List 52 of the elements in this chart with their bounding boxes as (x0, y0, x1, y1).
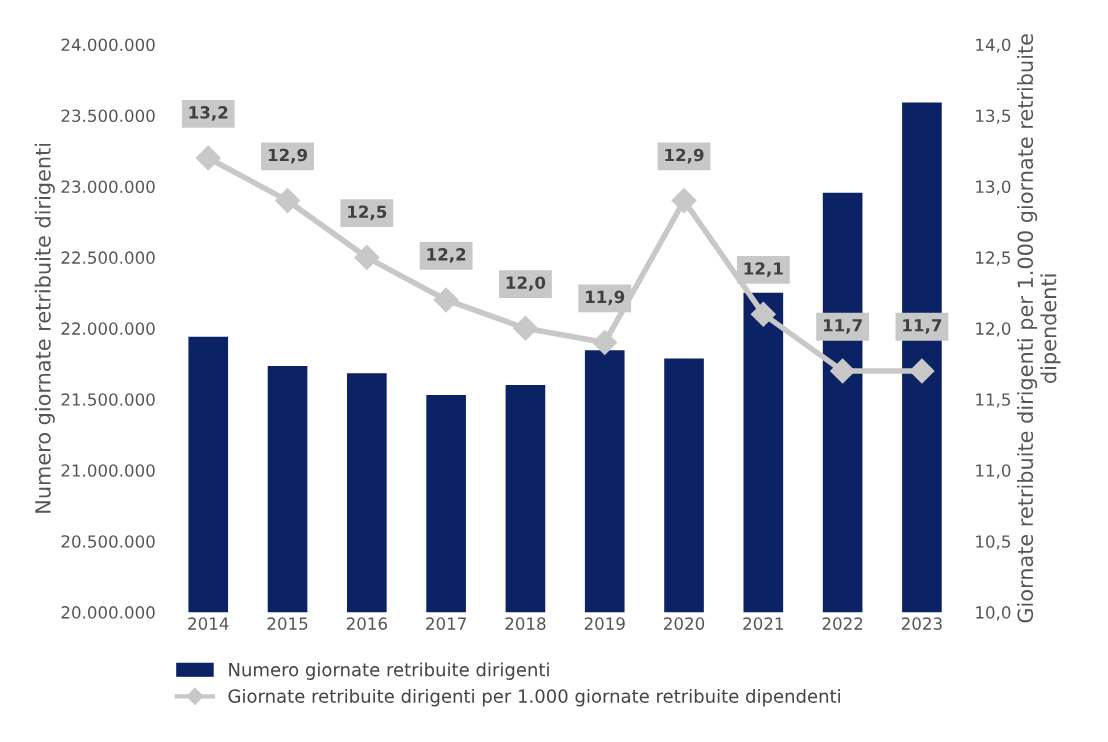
y2-tick-label: 14,0 (976, 38, 1011, 53)
y-tick-label: 24.000.000 (61, 38, 155, 52)
x-tick-label: 2019 (584, 617, 625, 630)
point (592, 330, 618, 356)
data-label: 13,2 (189, 106, 228, 121)
data-label: 11,7 (903, 319, 942, 334)
point (750, 301, 776, 327)
y2-tick-label: 12,0 (976, 322, 1011, 337)
data-label: 11,9 (586, 290, 625, 306)
x-tick-label: 2020 (664, 617, 705, 630)
y-tick-label: 21.000.000 (61, 464, 155, 477)
data-label: 12,9 (268, 148, 308, 164)
point (671, 188, 697, 214)
x-tick-label: 2017 (426, 617, 466, 630)
legend-label: Giornate retribuite dirigenti per 1.000 giornate retribuite dipendenti (228, 688, 840, 707)
point (275, 188, 301, 214)
x-tick-label: 2015 (267, 617, 308, 630)
data-label: 12,9 (665, 148, 704, 164)
data-label: 11,7 (823, 319, 862, 334)
y-tick-label: 22.000.000 (61, 322, 155, 335)
point (195, 145, 221, 171)
y2-tick-label: 13,0 (976, 180, 1011, 195)
y-tick-label: 22.500.000 (61, 251, 155, 264)
x-tick-label: 2021 (743, 617, 783, 630)
x-tick-label: 2022 (822, 617, 863, 630)
y-axis-title: Numero giornate retribuite dirigenti (34, 143, 55, 513)
x-tick-label: 2014 (188, 617, 229, 630)
y-tick-label: 20.000.000 (61, 606, 155, 619)
data-label: 12,2 (427, 248, 466, 263)
y2-tick-label: 13,5 (976, 109, 1011, 124)
y2-tick-label: 11,0 (976, 464, 1011, 479)
data-label: 12,0 (506, 276, 546, 292)
y2-tick-label: 10,0 (976, 606, 1011, 621)
y2-tick-label: 11,5 (976, 393, 1011, 408)
point (354, 244, 380, 270)
y2-tick-label: 10,5 (976, 535, 1011, 550)
y-tick-label: 20.500.000 (61, 535, 155, 548)
x-tick-label: 2018 (505, 617, 546, 630)
y-tick-label: 23.500.000 (61, 109, 155, 123)
point (830, 358, 856, 384)
y2-tick-label: 12,5 (976, 251, 1011, 266)
data-label: 12,1 (744, 262, 783, 277)
x-tick-label: 2023 (901, 617, 942, 630)
y2-axis-title: Giornate retribuite dirigenti per 1.000 giornate retribuite dipendenti (1017, 34, 1061, 623)
point (433, 287, 459, 313)
y-tick-label: 23.000.000 (61, 180, 155, 193)
point (512, 315, 538, 341)
x-tick-label: 2016 (346, 617, 387, 630)
data-label: 12,5 (348, 205, 387, 221)
legend-label: Numero giornate retribuite dirigenti (229, 662, 549, 680)
point (909, 358, 935, 384)
y-tick-label: 21.500.000 (61, 393, 155, 406)
